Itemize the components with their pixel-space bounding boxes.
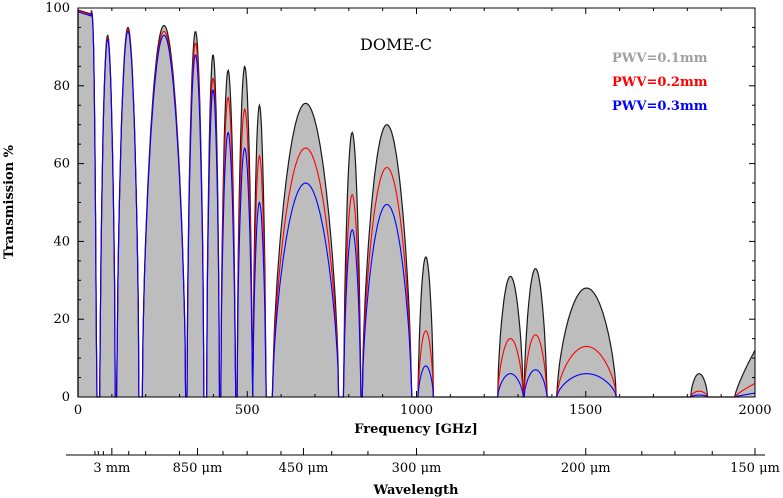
x-tick-label: 1000	[400, 403, 433, 418]
wavelength-tick-label: 850 μm	[173, 461, 223, 476]
x-axis-label: Frequency [GHz]	[354, 422, 477, 437]
x-tick-label: 500	[235, 403, 260, 418]
wavelength-tick-label: 300 μm	[392, 461, 442, 476]
legend-entry: PWV=0.3mm	[612, 99, 708, 114]
wavelength-tick-label: 200 μm	[561, 461, 611, 476]
y-tick-label: 80	[53, 79, 70, 94]
legend-entry: PWV=0.1mm	[612, 51, 708, 66]
ticks-layer: 0 500 1000 1500 2000 0 20 40 60 80 100	[45, 1, 771, 418]
x-tick-label: 0	[74, 403, 82, 418]
legend-entry: PWV=0.2mm	[612, 75, 708, 90]
y-axis-label: Transmission %	[2, 144, 17, 259]
series-layer	[77, 8, 756, 398]
wavelength-tick-label: 450 μm	[279, 461, 329, 476]
y-tick-label: 0	[62, 390, 70, 405]
y-tick-label: 60	[53, 157, 70, 172]
y-tick-label: 100	[45, 1, 70, 16]
x-tick-label: 1500	[569, 403, 602, 418]
chart-title: DOME-C	[360, 35, 432, 54]
y-tick-label: 40	[53, 234, 70, 249]
x-tick-label: 2000	[738, 403, 771, 418]
y-tick-label: 20	[53, 312, 70, 327]
wavelength-tick-label: 3 mm	[93, 461, 130, 476]
legend: PWV=0.1mm PWV=0.2mm PWV=0.3mm	[612, 51, 708, 114]
wavelength-axis-label: Wavelength	[373, 483, 459, 498]
series-area-pwv-0-1	[78, 9, 755, 398]
wavelength-tick-label: 150 μm	[730, 461, 780, 476]
wavelength-axis: 3 mm 850 μm 450 μm 300 μm 200 μm 150 μm	[93, 448, 780, 476]
